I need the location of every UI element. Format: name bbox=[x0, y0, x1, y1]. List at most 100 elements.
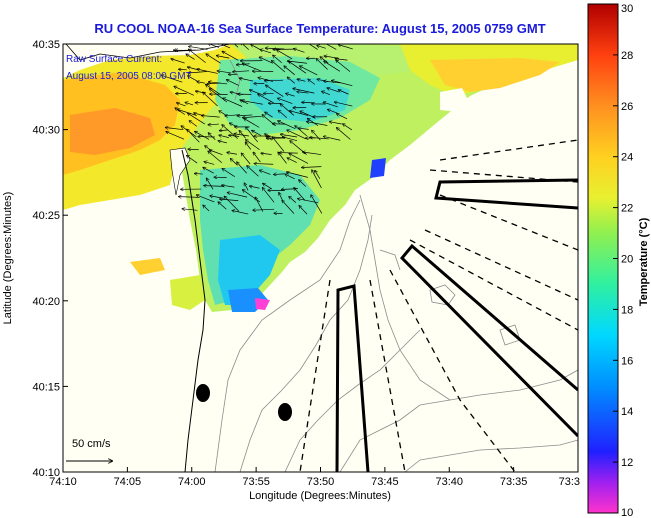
current-vector bbox=[297, 92, 309, 93]
current-vector bbox=[278, 110, 288, 119]
current-vector bbox=[202, 116, 220, 118]
current-vector bbox=[233, 71, 250, 72]
current-vector bbox=[266, 85, 284, 97]
current-vector bbox=[321, 44, 337, 50]
sst-field bbox=[63, 44, 578, 312]
current-vector bbox=[197, 82, 206, 84]
colorbar-tick-label: 12 bbox=[621, 457, 633, 469]
current-vector bbox=[242, 64, 262, 72]
current-vector bbox=[324, 61, 341, 72]
current-vector bbox=[166, 132, 185, 140]
current-vector bbox=[260, 170, 271, 175]
current-vector bbox=[217, 71, 231, 74]
current-vector bbox=[187, 156, 198, 164]
colorbar-tick-label: 10 bbox=[621, 507, 633, 518]
x-tick-label: 74:05 bbox=[114, 476, 142, 488]
current-vector bbox=[206, 54, 221, 64]
current-vector bbox=[223, 98, 243, 107]
y-axis-ticks: 40:35 40:30 40:25 40:20 40:15 40:10 bbox=[32, 39, 68, 479]
current-vector bbox=[203, 205, 210, 212]
current-vector bbox=[187, 129, 200, 143]
current-vector bbox=[224, 196, 240, 212]
current-vector bbox=[272, 61, 286, 73]
current-vector bbox=[273, 55, 282, 64]
current-vector bbox=[328, 109, 339, 114]
current-vector bbox=[182, 209, 198, 211]
x-axis-label: Longitude (Degrees:Minutes) bbox=[249, 490, 391, 502]
current-vector bbox=[203, 92, 218, 107]
current-vector bbox=[254, 164, 274, 165]
current-vector bbox=[222, 185, 235, 188]
current-vector bbox=[289, 197, 296, 203]
current-vector bbox=[323, 136, 341, 141]
colorbar-label: Temperature (°C) bbox=[638, 217, 650, 306]
current-vector bbox=[245, 142, 252, 150]
current-vector bbox=[253, 209, 275, 210]
current-vector bbox=[307, 122, 328, 126]
current-vector bbox=[174, 86, 194, 96]
current-vector bbox=[242, 101, 263, 105]
current-vector bbox=[188, 149, 199, 150]
current-vector bbox=[185, 102, 194, 106]
current-vector bbox=[208, 133, 216, 140]
current-vector bbox=[289, 61, 307, 74]
current-vector bbox=[308, 118, 319, 127]
current-vector bbox=[303, 152, 322, 155]
current-vector bbox=[311, 195, 323, 214]
current-vector bbox=[246, 127, 258, 143]
map-title: RU COOL NOAA-16 Sea Surface Temperature:… bbox=[94, 21, 545, 36]
current-vector bbox=[197, 195, 215, 203]
current-vector bbox=[195, 174, 203, 175]
current-vector bbox=[317, 46, 326, 49]
current-vector bbox=[294, 49, 305, 53]
current-vector bbox=[204, 162, 215, 165]
current-vector bbox=[286, 93, 295, 97]
current-vector bbox=[204, 186, 225, 187]
current-vector bbox=[287, 77, 295, 84]
y-tick-label: 40:15 bbox=[32, 381, 60, 393]
current-vector bbox=[239, 78, 254, 82]
current-vector bbox=[198, 137, 215, 138]
current-vector bbox=[244, 118, 260, 128]
current-vector bbox=[262, 188, 275, 203]
current-vector bbox=[337, 128, 351, 140]
current-vector bbox=[279, 193, 283, 201]
current-vector bbox=[233, 44, 239, 48]
colorbar-tick-label: 24 bbox=[621, 152, 633, 164]
radar-sector-outlines bbox=[335, 178, 578, 472]
x-tick-label: 73:50 bbox=[307, 476, 335, 488]
current-vector bbox=[195, 131, 210, 140]
current-vector bbox=[277, 50, 293, 60]
current-vector bbox=[308, 44, 318, 50]
current-vector bbox=[293, 88, 315, 94]
current-vector bbox=[338, 45, 353, 50]
x-tick-label: 73:3 bbox=[559, 476, 580, 488]
current-vector bbox=[237, 162, 247, 174]
current-vector bbox=[210, 150, 223, 155]
current-vector bbox=[255, 197, 264, 212]
current-vector bbox=[218, 141, 227, 144]
current-vector bbox=[302, 167, 322, 168]
coastline bbox=[181, 149, 206, 472]
current-vector bbox=[218, 202, 227, 210]
current-vector bbox=[228, 193, 248, 198]
current-vector bbox=[287, 172, 308, 178]
current-vector bbox=[227, 152, 238, 154]
current-vector bbox=[208, 124, 219, 125]
current-vector bbox=[220, 199, 239, 201]
colorbar-tick-label: 16 bbox=[621, 355, 633, 367]
current-vector bbox=[189, 121, 198, 127]
current-vector bbox=[216, 44, 231, 49]
annotation-line1: Raw Surface Current: bbox=[66, 54, 162, 65]
current-vector bbox=[247, 166, 259, 177]
y-tick-label: 40:10 bbox=[32, 467, 60, 479]
current-vector bbox=[188, 67, 197, 70]
current-vector bbox=[219, 135, 229, 138]
current-vector bbox=[312, 170, 322, 189]
current-vector bbox=[280, 153, 298, 154]
current-vector bbox=[250, 90, 265, 96]
current-vector bbox=[208, 151, 223, 164]
colorbar-tick-label: 28 bbox=[621, 50, 633, 62]
colorbar-tick-label: 22 bbox=[621, 203, 633, 215]
